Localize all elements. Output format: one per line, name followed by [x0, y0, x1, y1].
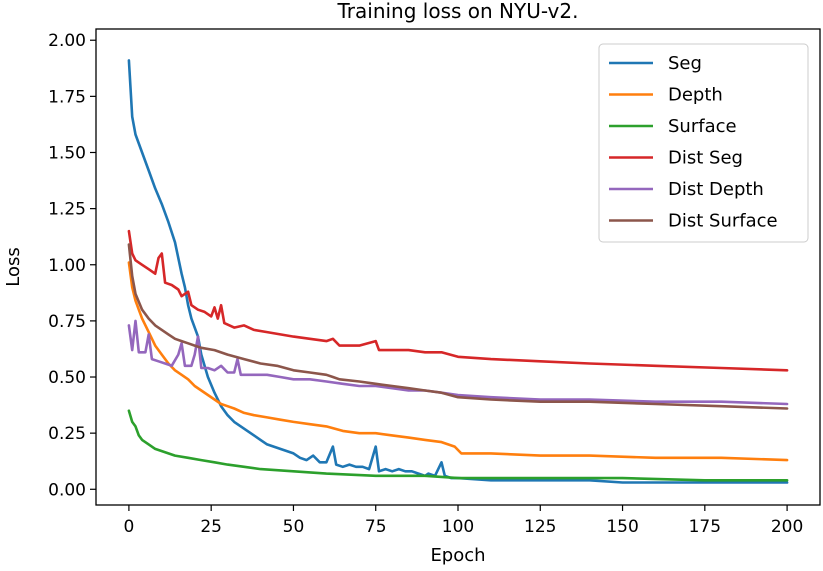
chart-title: Training loss on NYU-v2. [337, 0, 579, 23]
legend-label-dist-depth: Dist Depth [668, 179, 764, 200]
legend-label-dist-seg: Dist Seg [668, 148, 743, 169]
y-tick-label: 2.00 [48, 31, 86, 51]
series-line-dist-depth [127, 319, 789, 406]
y-tick-label: 1.00 [48, 256, 86, 276]
series-lines [127, 59, 789, 484]
x-tick-label: 50 [283, 517, 305, 537]
series-line-dist-surface [127, 243, 789, 410]
x-tick-label: 100 [442, 517, 474, 537]
series-line-dist-seg [127, 229, 789, 372]
x-axis-label: Epoch [430, 545, 485, 566]
legend-label-dist-surface: Dist Surface [668, 211, 778, 232]
series-line-surface [127, 409, 789, 482]
y-tick-label: 0.00 [48, 480, 86, 500]
y-axis: 0.00 0.25 0.50 0.75 1.00 1.25 1.50 1.75 2.00 [48, 31, 96, 500]
y-axis-label: Loss [3, 247, 24, 286]
x-tick-label: 200 [771, 517, 803, 537]
y-tick-label: 0.75 [48, 312, 86, 332]
legend-label-seg: Seg [668, 53, 702, 74]
series-line-depth [127, 261, 789, 462]
legend-label-depth: Depth [668, 85, 723, 106]
series-line-seg [127, 59, 789, 484]
y-tick-label: 0.50 [48, 368, 86, 388]
y-tick-label: 0.25 [48, 424, 86, 444]
x-axis: 0 25 50 75 100 125 150 175 200 [123, 505, 803, 537]
x-tick-label: 175 [689, 517, 721, 537]
x-tick-label: 0 [123, 517, 134, 537]
legend-label-surface: Surface [668, 116, 737, 137]
x-tick-label: 125 [524, 517, 556, 537]
x-tick-label: 25 [200, 517, 222, 537]
y-tick-label: 1.75 [48, 87, 86, 107]
x-tick-label: 75 [365, 517, 387, 537]
x-tick-label: 150 [606, 517, 638, 537]
legend: Seg Depth Surface Dist Seg Dist Depth Dist Su… [598, 43, 809, 243]
y-tick-label: 1.50 [48, 143, 86, 163]
y-tick-label: 1.25 [48, 200, 86, 220]
